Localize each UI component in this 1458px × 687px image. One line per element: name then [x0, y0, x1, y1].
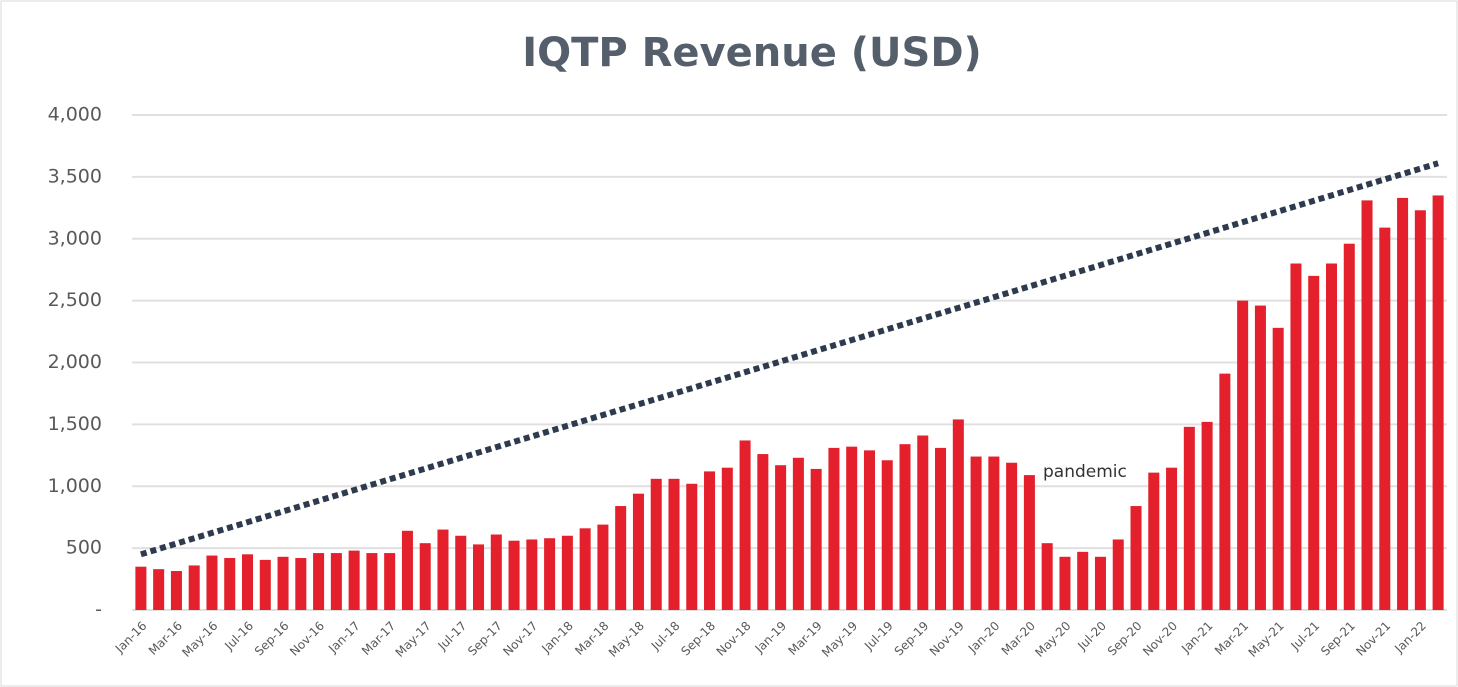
bar — [1414, 210, 1426, 610]
y-tick-label: 1,000 — [48, 475, 102, 497]
bar — [259, 559, 271, 610]
bar — [1254, 305, 1266, 610]
bar — [330, 553, 342, 610]
bar — [1325, 263, 1338, 610]
bar — [384, 553, 396, 610]
bar — [704, 471, 716, 610]
bar — [721, 467, 733, 610]
bar — [348, 550, 360, 610]
bar — [153, 569, 165, 610]
bar — [526, 539, 538, 610]
y-tick-label: 2,000 — [48, 351, 102, 373]
bar — [1094, 556, 1106, 610]
bar — [1397, 197, 1409, 610]
y-tick-label: 500 — [66, 537, 102, 559]
bar — [579, 528, 591, 610]
bar — [1237, 300, 1249, 610]
bar — [1077, 551, 1089, 610]
bar — [650, 478, 662, 610]
bar — [1343, 243, 1355, 610]
bar — [1183, 426, 1195, 610]
y-tick-label: 4,000 — [48, 104, 102, 126]
bar — [632, 493, 644, 610]
bar — [988, 456, 1000, 610]
bar — [544, 538, 556, 610]
bar — [437, 529, 449, 610]
bar — [401, 530, 413, 610]
bar — [1166, 467, 1178, 610]
bar — [863, 450, 875, 610]
bar — [135, 566, 147, 610]
bar — [1041, 543, 1053, 610]
bar — [206, 555, 218, 610]
bar — [917, 435, 929, 610]
chart-title: IQTP Revenue (USD) — [522, 30, 982, 76]
bar — [1148, 472, 1160, 610]
y-tick-label: 1,500 — [48, 413, 102, 435]
bar — [899, 444, 911, 610]
bar — [1379, 227, 1391, 611]
bar — [810, 468, 822, 610]
bar — [952, 419, 964, 610]
bar — [1201, 421, 1213, 610]
annotation: pandemic — [1043, 462, 1127, 482]
bar — [295, 558, 307, 610]
bar — [792, 457, 804, 610]
bar — [313, 553, 325, 610]
bar — [508, 540, 520, 610]
bar — [686, 483, 698, 610]
bar — [1059, 556, 1071, 610]
bar — [1023, 475, 1035, 610]
bar — [1308, 275, 1320, 610]
bar — [419, 543, 431, 610]
bar — [739, 440, 751, 610]
bar — [597, 524, 609, 610]
bar — [970, 456, 982, 610]
y-tick-label: 3,500 — [48, 165, 102, 187]
y-tick-label: - — [95, 599, 102, 621]
bar — [1290, 263, 1302, 610]
bar — [561, 535, 573, 610]
bar — [455, 535, 467, 610]
bar — [828, 447, 840, 610]
bar — [1272, 327, 1284, 610]
bar — [1112, 539, 1124, 610]
bar — [668, 478, 680, 610]
bar — [881, 460, 893, 610]
bar — [1432, 195, 1444, 610]
bar — [846, 446, 858, 610]
bar — [1130, 506, 1142, 610]
bar — [188, 565, 200, 610]
bar — [366, 553, 378, 610]
y-tick-label: 2,500 — [48, 289, 102, 311]
bar — [224, 558, 236, 610]
bar — [170, 571, 182, 610]
bar — [935, 447, 947, 610]
bar — [757, 454, 769, 610]
bar — [775, 465, 787, 610]
bar — [473, 544, 485, 610]
bar — [1361, 200, 1373, 610]
bar — [277, 556, 289, 610]
bar — [1006, 462, 1018, 610]
bar — [615, 506, 627, 610]
y-tick-label: 3,000 — [48, 227, 102, 249]
bar — [1219, 373, 1231, 610]
trend-line — [140, 160, 1439, 558]
bar — [241, 554, 254, 610]
bar — [490, 534, 502, 610]
